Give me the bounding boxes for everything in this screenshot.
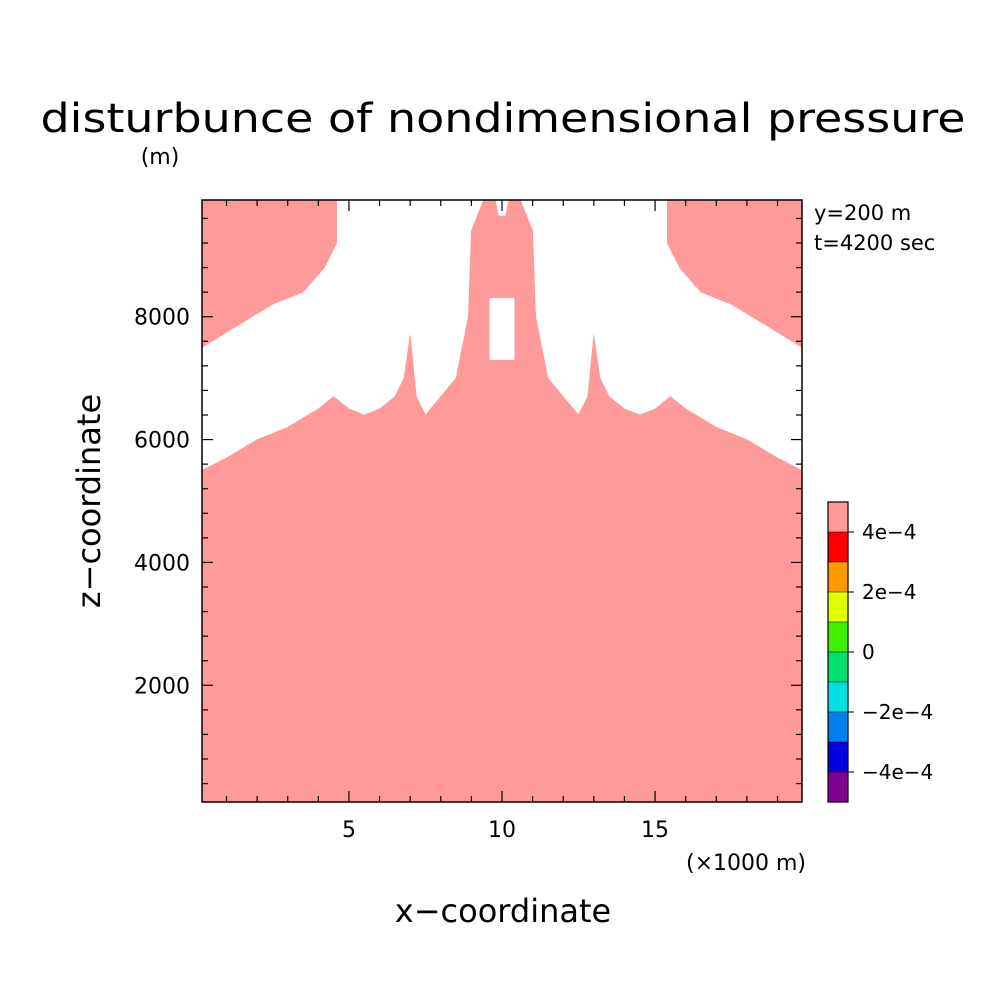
y-tick-label: 6000 [134, 429, 190, 454]
colorbar: 4e−4 2e−4 0 −2e−4 −4e−4 [827, 501, 933, 803]
x-axis-label: x−coordinate [395, 892, 611, 930]
colorbar-tick-label: 0 [862, 640, 875, 664]
colorbar-swatch [828, 562, 848, 592]
contour-region-top-right-lobe [667, 200, 802, 348]
y-axis-unit: (m) [141, 145, 180, 170]
annotation-time: t=4200 sec [814, 231, 935, 255]
colorbar-tick-label: 4e−4 [862, 520, 917, 544]
y-tick-label: 2000 [134, 674, 190, 699]
colorbar-swatch [828, 712, 848, 742]
colorbar-swatch [828, 622, 848, 652]
x-tick-label: 5 [342, 818, 356, 843]
contour-region-top-left-lobe [202, 200, 337, 348]
colorbar-swatch [828, 652, 848, 682]
y-tick-label: 4000 [134, 551, 190, 576]
colorbar-swatch [828, 772, 848, 802]
y-tick-label: 8000 [134, 306, 190, 331]
colorbar-tick-label: 2e−4 [862, 580, 917, 604]
colorbar-swatch [828, 592, 848, 622]
x-tick-label: 15 [641, 818, 669, 843]
contour-region-band-above-4e-4 [202, 200, 802, 802]
colorbar-swatch [828, 532, 848, 562]
colorbar-swatch [828, 742, 848, 772]
x-tick-label: 10 [488, 818, 516, 843]
y-axis-label: z−coordinate [70, 394, 108, 608]
colorbar-swatch [828, 682, 848, 712]
x-axis-unit: (×1000 m) [686, 851, 806, 876]
annotation-y-position: y=200 m [814, 201, 911, 225]
colorbar-tick-label: −4e−4 [862, 760, 933, 784]
colorbar-swatch [828, 502, 848, 532]
plot-area [202, 200, 802, 802]
axis-ticks: 5 10 15 2000 4000 6000 8000 [134, 200, 802, 843]
contour-region-hole-central-column [489, 298, 515, 360]
colorbar-tick-label: −2e−4 [862, 700, 933, 724]
chart-title: disturbunce of nondimensional pressure [41, 96, 966, 142]
